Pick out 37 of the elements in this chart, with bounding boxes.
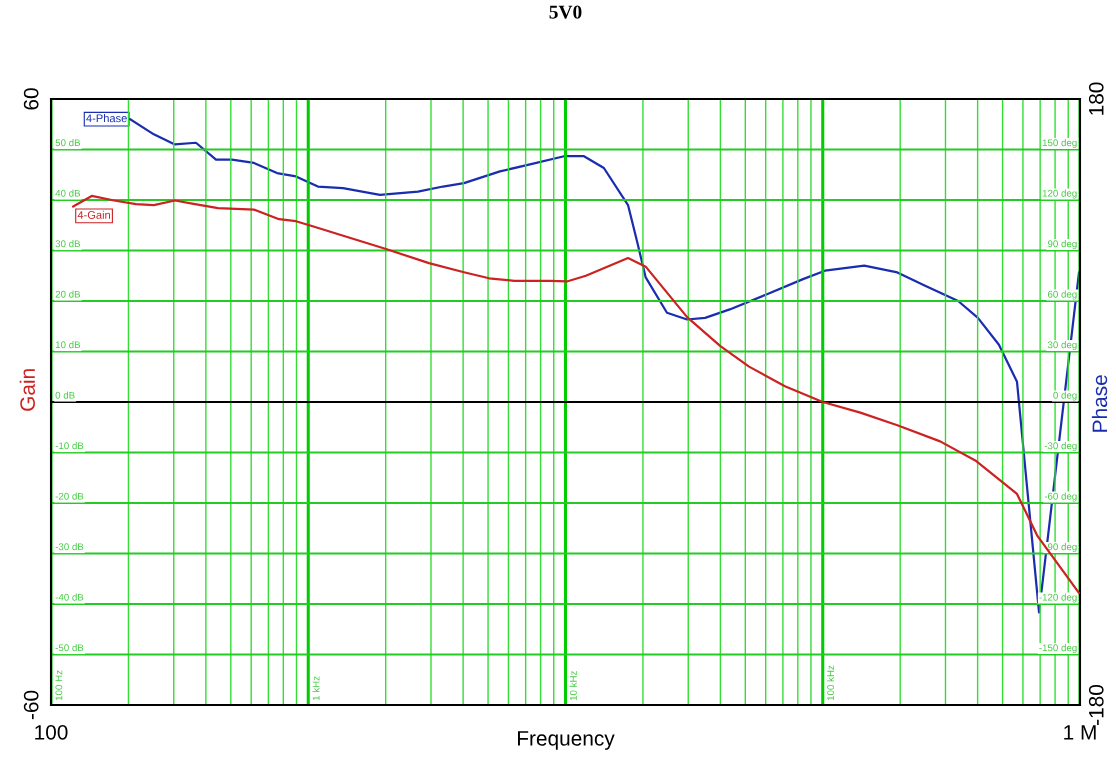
chart-title: 5V0 bbox=[549, 5, 582, 19]
x-tick-label: 100 bbox=[35, 724, 68, 740]
annotation: 120 deg bbox=[1042, 189, 1077, 199]
y-tick-label: 60 bbox=[23, 88, 39, 110]
annotation: 0 deg bbox=[1053, 391, 1077, 401]
x-tick-label: 1 M bbox=[1064, 725, 1096, 740]
annotation: -40 dB bbox=[55, 593, 84, 601]
annotation: 90 deg bbox=[1047, 240, 1077, 250]
annotation: 30 deg bbox=[1047, 341, 1077, 351]
annotation: -50 dB bbox=[55, 644, 84, 652]
y2-tick-label: 180 bbox=[1088, 82, 1104, 115]
y-tick-label: -60 bbox=[23, 690, 39, 720]
annotation: -30 deg bbox=[1044, 442, 1077, 452]
y2-tick-label: -180 bbox=[1088, 684, 1104, 725]
annotation: -30 dB bbox=[55, 543, 84, 551]
annotation: 10 dB bbox=[55, 341, 81, 349]
series-label: 4-Gain bbox=[77, 210, 111, 219]
annotation: 30 dB bbox=[55, 240, 81, 248]
annotation: 40 dB bbox=[55, 189, 81, 197]
annotation: 50 dB bbox=[55, 139, 81, 147]
x-axis-title: Frequency bbox=[518, 731, 615, 750]
annotation: -10 dB bbox=[55, 442, 84, 450]
y-axis-title: Gain bbox=[19, 369, 35, 411]
annotation: 60 deg bbox=[1047, 290, 1077, 300]
annotation: 0 dB bbox=[55, 391, 75, 399]
annotation: -150 deg bbox=[1039, 644, 1077, 654]
annotation: -120 deg bbox=[1039, 593, 1077, 603]
annotation: 1 kHz bbox=[312, 676, 320, 701]
annotation: -60 deg bbox=[1044, 492, 1077, 502]
series-label: 4-Phase bbox=[86, 114, 127, 123]
annotation: -20 dB bbox=[55, 492, 84, 500]
annotation: 100 Hz bbox=[55, 670, 63, 701]
annotation: 150 deg bbox=[1042, 139, 1077, 149]
y2-axis-title: Phase bbox=[1091, 375, 1108, 432]
annotation: 100 kHz bbox=[826, 665, 835, 701]
annotation: 20 dB bbox=[55, 290, 81, 298]
annotation: 10 kHz bbox=[569, 671, 577, 701]
